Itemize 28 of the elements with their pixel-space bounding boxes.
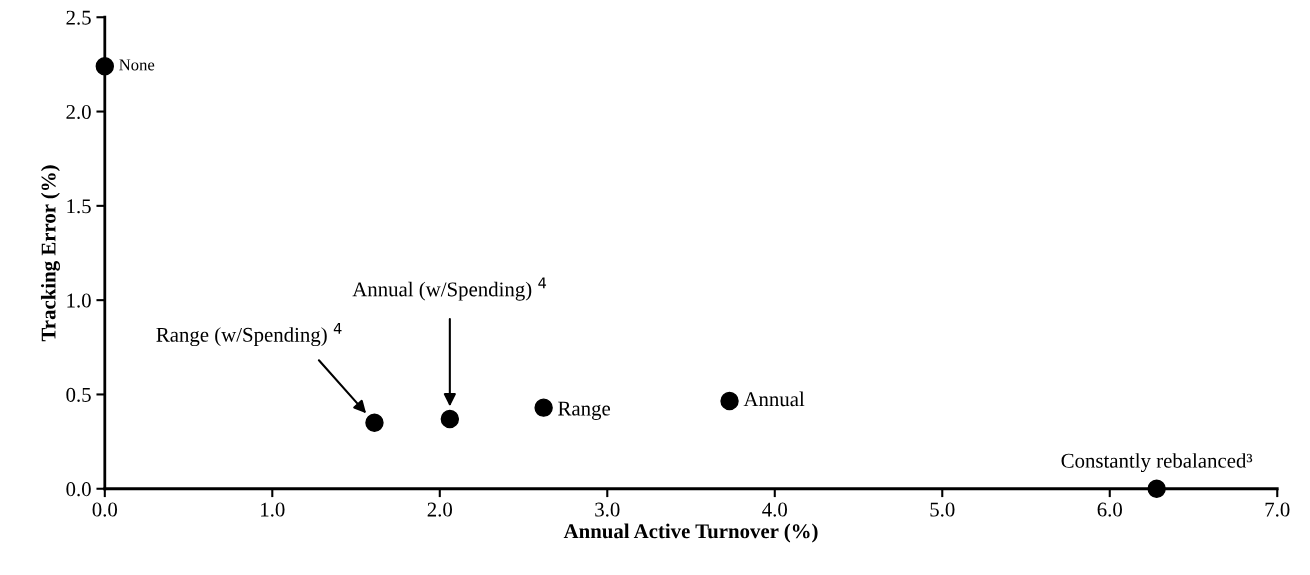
y-tick-label: 2.0 bbox=[66, 104, 91, 120]
annotation: Range bbox=[558, 401, 611, 420]
y-axis-title: Tracking Error (%) bbox=[40, 165, 61, 342]
y-tick-label: 1.0 bbox=[67, 293, 91, 308]
point bbox=[95, 57, 115, 76]
y-tick-label: 0.0 bbox=[66, 482, 91, 497]
x-tick-label: 3.0 bbox=[595, 502, 620, 517]
y-tick-label: 1.5 bbox=[67, 199, 91, 214]
point bbox=[534, 398, 553, 417]
annotation: None bbox=[119, 59, 155, 71]
x-tick-label: 0.0 bbox=[92, 502, 118, 517]
x-tick-label: 1.0 bbox=[261, 502, 285, 517]
x-axis-title: Annual Active Turnover (%) bbox=[563, 523, 818, 543]
x-tick-label: 7.0 bbox=[1265, 502, 1290, 517]
annotation: Annual bbox=[743, 391, 805, 407]
y-tick-label: 0.5 bbox=[66, 387, 91, 402]
point bbox=[720, 391, 739, 411]
point bbox=[1147, 479, 1166, 498]
point bbox=[365, 413, 384, 432]
x-tick-label: 4.0 bbox=[762, 502, 787, 517]
annotation: Constantly rebalanced³ bbox=[1061, 453, 1253, 473]
point bbox=[440, 409, 460, 429]
annotation: Annual (w/Spending) $^{4}$ bbox=[352, 277, 547, 301]
x-tick-label: 5.0 bbox=[930, 502, 955, 517]
x-tick-label: 2.0 bbox=[427, 502, 453, 517]
annotation: Range (w/Spending) $^{4}$ bbox=[156, 323, 342, 347]
y-tick-label: 2.5 bbox=[66, 10, 91, 25]
x-tick-label: 6.0 bbox=[1097, 502, 1122, 517]
